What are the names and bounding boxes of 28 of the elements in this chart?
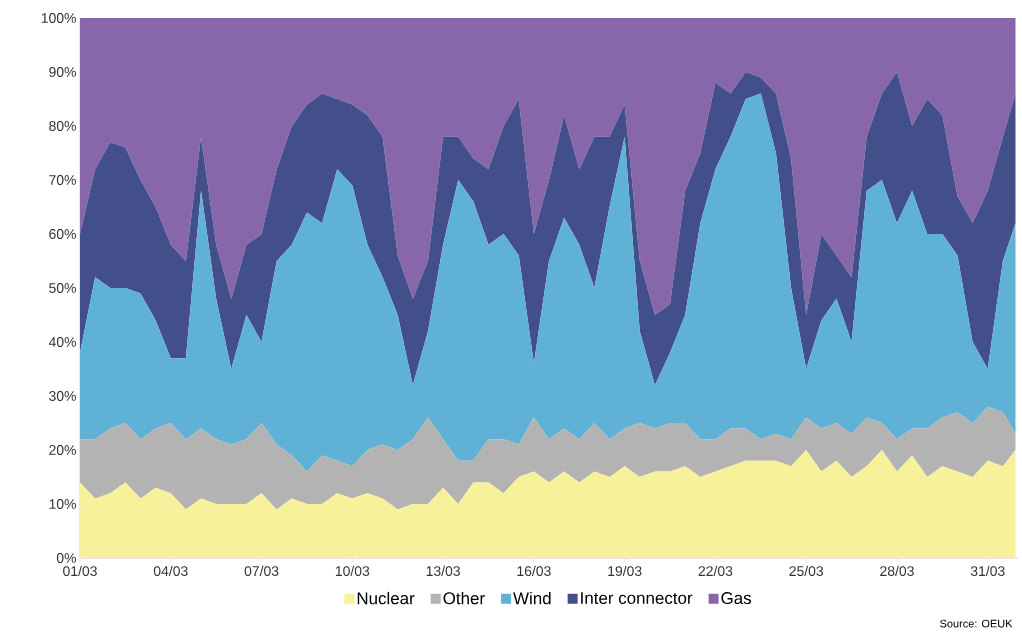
y-tick-label: 70% (49, 175, 76, 185)
y-tick-label: 80% (49, 121, 76, 131)
x-tick-label: 07/03 (244, 565, 279, 577)
y-tick-label: 40% (48, 337, 76, 347)
y-tick-label: 0% (56, 553, 76, 563)
legend-label: Nuclear (357, 591, 415, 605)
x-tick-label: 19/03 (608, 565, 642, 577)
x-tick-label: 04/03 (153, 565, 188, 577)
legend-label: Gas (721, 592, 752, 605)
x-tick-label: 28/03 (880, 565, 914, 577)
x-tick-label: 01/03 (63, 565, 97, 577)
y-tick-label: 30% (49, 391, 76, 401)
legend-label: Wind (513, 591, 551, 605)
legend-label: Other (443, 591, 485, 605)
x-tick-label: 13/03 (426, 565, 460, 577)
x-tick-label: 16/03 (517, 565, 551, 577)
y-tick-label: 10% (49, 499, 76, 509)
legend-label: Inter connector (581, 592, 693, 605)
y-tick-label: 90% (49, 67, 76, 77)
x-tick-label: 10/03 (335, 565, 370, 577)
x-tick-label: 31/03 (970, 565, 1005, 577)
x-tick-label: 22/03 (698, 565, 733, 577)
y-tick-label: 50% (49, 283, 76, 293)
y-tick-label: 100% (41, 13, 76, 23)
x-tick-label: 25/03 (789, 565, 824, 577)
y-tick-label: 60% (49, 229, 76, 239)
y-tick-label: 20% (49, 445, 76, 455)
source-note: Source: OEUK (940, 619, 1013, 628)
